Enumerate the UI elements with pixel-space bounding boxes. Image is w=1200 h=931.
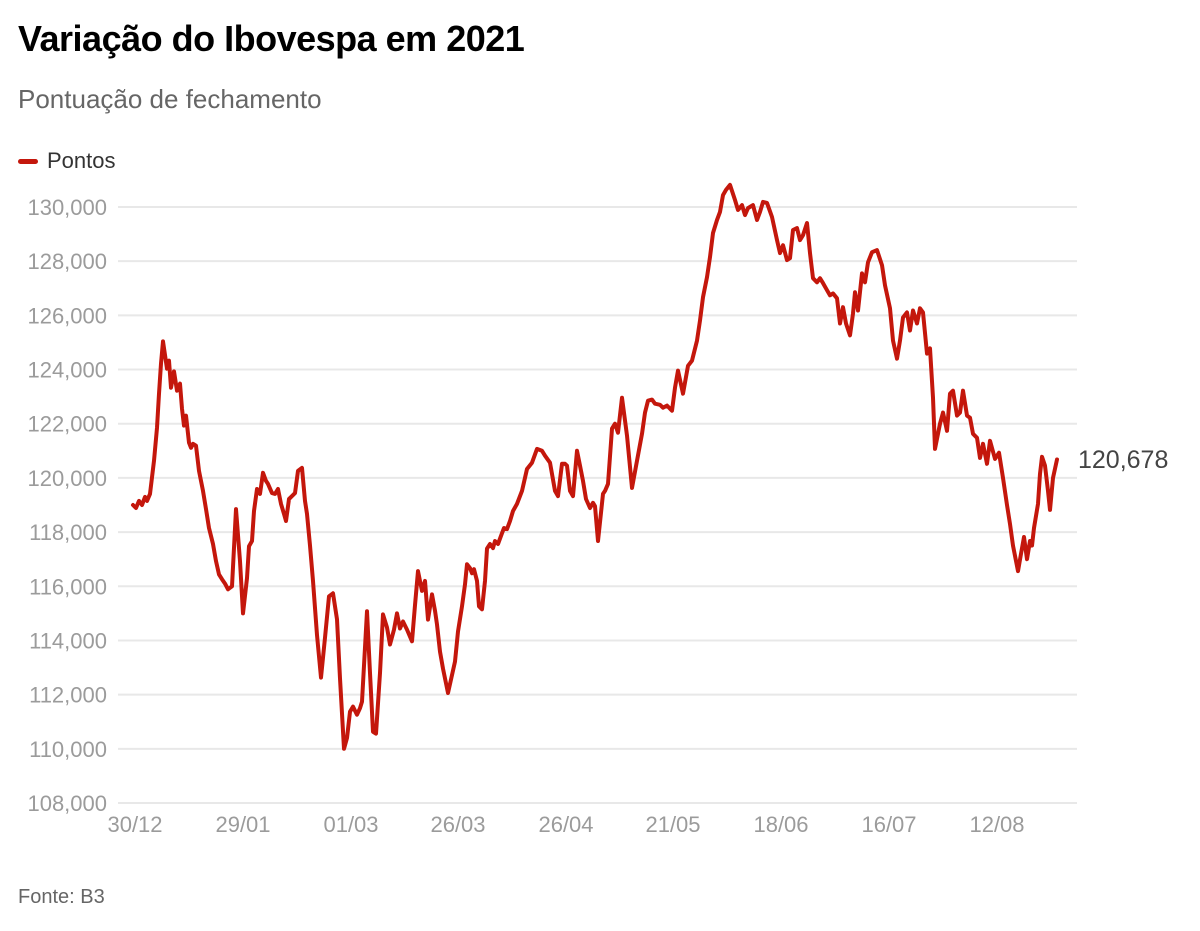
- y-axis-tick-label: 122,000: [27, 412, 107, 437]
- chart-subtitle: Pontuação de fechamento: [18, 84, 322, 114]
- y-axis-tick-label: 120,000: [27, 466, 107, 491]
- y-axis-tick-label: 124,000: [27, 358, 107, 383]
- y-axis-tick-label: 116,000: [29, 574, 107, 599]
- y-axis-tick-label: 118,000: [29, 520, 107, 545]
- y-axis-tick-label: 112,000: [29, 683, 107, 708]
- y-axis-tick-label: 114,000: [29, 628, 107, 653]
- last-value-label: 120,678: [1078, 446, 1169, 474]
- y-axis-tick-label: 128,000: [27, 249, 107, 274]
- y-axis-tick-label: 126,000: [27, 303, 107, 328]
- x-axis-tick-label: 21/05: [645, 812, 700, 837]
- x-axis-tick-label: 29/01: [215, 812, 270, 837]
- legend: Pontos: [18, 148, 116, 174]
- x-axis-tick-label: 01/03: [323, 812, 378, 837]
- x-axis-tick-label: 12/08: [969, 812, 1024, 837]
- y-axis-tick-label: 108,000: [27, 791, 107, 816]
- x-axis-tick-label: 26/04: [538, 812, 593, 837]
- y-axis-tick-label: 110,000: [29, 737, 107, 762]
- legend-label: Pontos: [47, 148, 116, 173]
- x-axis-tick-label: 18/06: [753, 812, 808, 837]
- legend-line-swatch-icon: [18, 158, 38, 164]
- y-axis-tick-label: 130,000: [27, 195, 107, 220]
- x-axis-tick-label: 16/07: [861, 812, 916, 837]
- x-axis-tick-label: 26/03: [430, 812, 485, 837]
- x-axis-tick-label: 30/12: [107, 812, 162, 837]
- ibovespa-series-line: [131, 182, 1059, 751]
- source-note: Fonte: B3: [18, 886, 105, 908]
- chart-title: Variação do Ibovespa em 2021: [18, 18, 525, 59]
